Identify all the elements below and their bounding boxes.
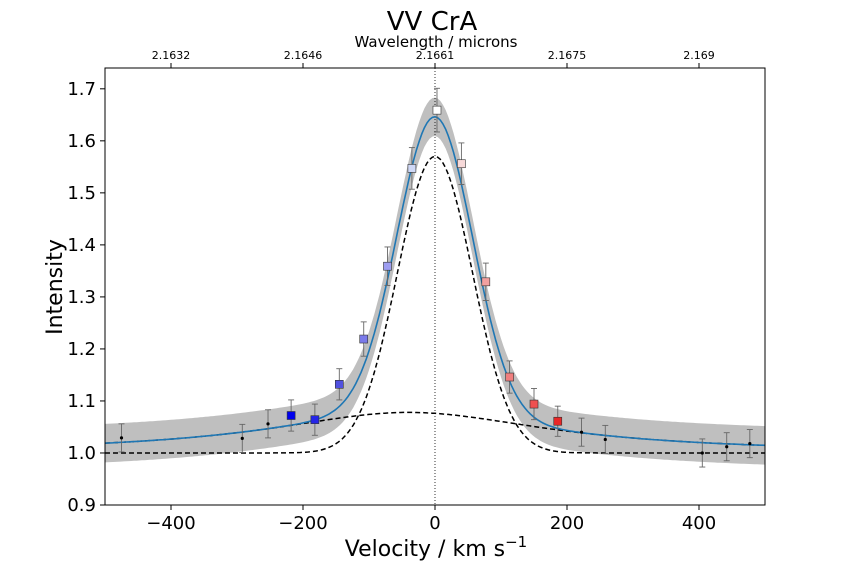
x-tick-label: −200 xyxy=(278,513,327,534)
chart-title: VV CrA xyxy=(387,7,478,37)
top-x-tick-label: 2.1661 xyxy=(416,49,455,62)
model-fit-curve xyxy=(105,115,765,447)
data-point-circle xyxy=(700,451,704,455)
data-point-circle xyxy=(579,430,584,434)
model-uncertainty-band xyxy=(105,97,765,465)
y-tick-label: 0.9 xyxy=(67,495,96,516)
data-point-circle xyxy=(603,437,607,442)
x-tick-label: 200 xyxy=(550,513,584,534)
y-tick-label: 1.2 xyxy=(67,339,96,360)
y-tick-label: 1.6 xyxy=(67,131,96,152)
y-tick-label: 1.0 xyxy=(67,443,96,464)
top-x-tick-label: 2.1646 xyxy=(284,49,323,62)
data-point-square xyxy=(286,411,296,420)
x-axis-label-main: Velocity / km s xyxy=(345,537,505,562)
x-tick-label: 400 xyxy=(682,513,716,534)
x-tick-label: −400 xyxy=(146,513,195,534)
axes: −400 −200 0 200 400 0.9 1.0 1.1 1.2 1.3 1.4 1.5 1.6 1… xyxy=(67,49,716,534)
top-x-tick-label: 2.1632 xyxy=(152,49,191,62)
y-tick-label: 1.7 xyxy=(67,79,96,100)
top-axis-label: Wavelength / microns xyxy=(355,33,518,51)
data-point-square xyxy=(383,261,392,271)
data-point-circle xyxy=(119,436,124,440)
x-axis-label-superscript: −1 xyxy=(505,533,527,551)
top-x-tick-label: 2.169 xyxy=(683,49,715,62)
plot-area xyxy=(105,68,765,505)
data-point-square xyxy=(310,415,320,424)
data-point-square xyxy=(529,399,539,409)
data-point-circle xyxy=(725,445,729,449)
data-point-circle xyxy=(748,442,752,446)
data-point-square xyxy=(407,164,417,173)
y-tick-label: 1.5 xyxy=(67,183,96,204)
data-point-circle xyxy=(266,422,270,426)
data-point-square xyxy=(334,380,344,389)
data-point-square xyxy=(553,416,563,426)
data-point-square xyxy=(432,105,442,115)
y-axis-label: Intensity xyxy=(43,239,68,335)
y-tick-label: 1.3 xyxy=(67,287,96,308)
x-tick-label: 0 xyxy=(429,513,440,534)
data-point-square xyxy=(505,372,514,382)
y-tick-label: 1.1 xyxy=(67,391,96,412)
top-x-tick-label: 2.1675 xyxy=(548,49,587,62)
y-tick-label: 1.4 xyxy=(67,235,96,256)
data-point-square xyxy=(457,159,466,169)
data-point-square xyxy=(359,334,369,344)
x-axis-label: Velocity / km s−1 xyxy=(345,533,527,562)
data-point-square xyxy=(481,277,491,287)
data-point-circle xyxy=(240,436,244,441)
